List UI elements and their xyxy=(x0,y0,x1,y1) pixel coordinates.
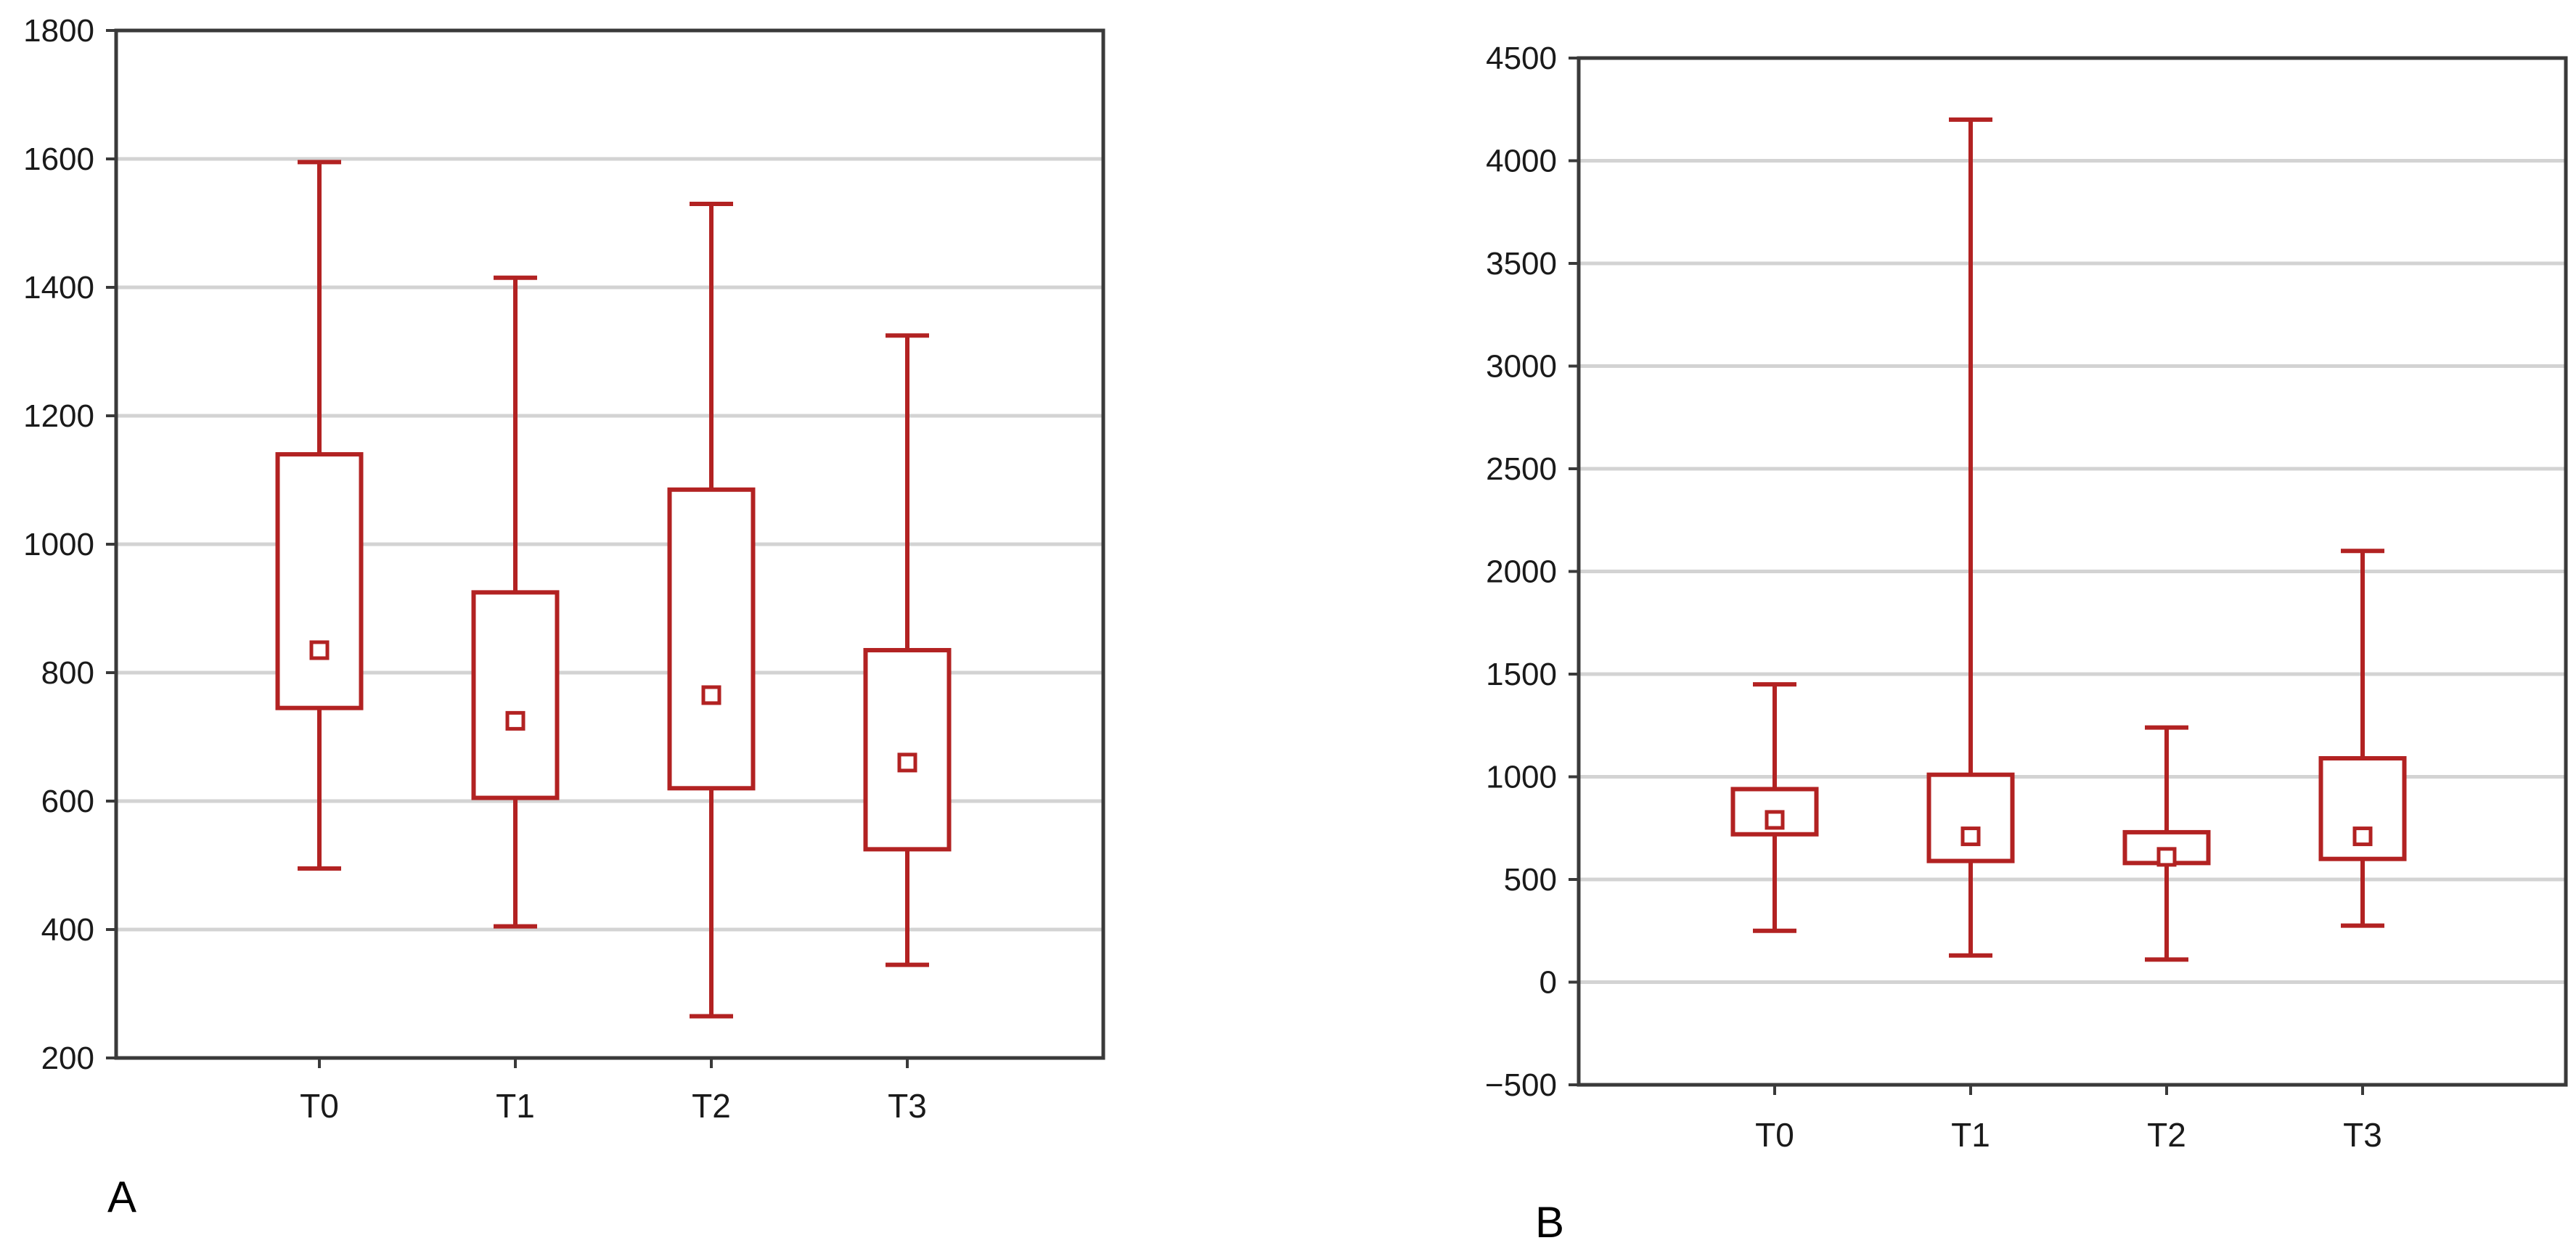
box-t0 xyxy=(275,160,364,871)
chart-panel-a: 200 400 600 800 1000 1200 1400 1600 1800 T0 T1 T2 T3… xyxy=(23,13,1105,1221)
center-marker xyxy=(897,752,917,773)
y-tick-label: −500 xyxy=(1485,1067,1557,1103)
y-tick-label: 3000 xyxy=(1486,349,1557,385)
x-category-label: T1 xyxy=(496,1087,535,1125)
y-tick-label: 4000 xyxy=(1486,144,1557,179)
x-category-label: T0 xyxy=(300,1087,339,1125)
x-category-label: T2 xyxy=(2147,1116,2186,1154)
x-category-label: T1 xyxy=(1951,1116,1990,1154)
y-tick-label: 500 xyxy=(1504,862,1557,898)
plot-frame xyxy=(114,28,1105,1060)
y-tick-label: 1000 xyxy=(23,527,94,562)
y-tick-label: 1200 xyxy=(23,398,94,434)
y-tick-label: 4500 xyxy=(1486,41,1557,76)
y-tick-label: 1500 xyxy=(1486,657,1557,692)
y-tick-label: 1000 xyxy=(1486,760,1557,795)
center-marker xyxy=(309,640,330,660)
plot-frame xyxy=(1577,56,2568,1087)
center-marker xyxy=(505,710,526,731)
box-t1 xyxy=(1926,117,2015,958)
y-tick-label: 600 xyxy=(41,784,94,819)
x-category-label: T0 xyxy=(1755,1116,1794,1154)
chart-panel-b: −500 0 500 1000 1500 2000 2500 3000 3500 4000 4500… xyxy=(1485,41,2568,1243)
y-tick-label: 400 xyxy=(41,912,94,948)
y-tick-label: 1400 xyxy=(23,270,94,305)
y-tick-label: 1800 xyxy=(23,13,94,49)
center-marker xyxy=(2156,847,2177,867)
panel-label: B xyxy=(1535,1198,1564,1243)
y-tick-label: 200 xyxy=(41,1041,94,1076)
x-category-label: T3 xyxy=(888,1087,927,1125)
y-tick-label: 2000 xyxy=(1486,554,1557,590)
box-body xyxy=(471,590,560,800)
box-t0 xyxy=(1730,682,1819,933)
box-t2 xyxy=(2122,725,2211,962)
y-tick-label: 800 xyxy=(41,655,94,691)
center-marker xyxy=(1765,810,1785,830)
box-t3 xyxy=(2318,549,2407,928)
box-body xyxy=(863,648,952,852)
box-t2 xyxy=(667,201,756,1019)
panel-label: A xyxy=(107,1173,136,1221)
y-tick-label: 2500 xyxy=(1486,451,1557,487)
box-body xyxy=(275,452,364,710)
y-tick-label: 3500 xyxy=(1486,246,1557,282)
box-body xyxy=(1730,787,1819,837)
center-marker xyxy=(2352,826,2373,847)
x-category-label: T2 xyxy=(692,1087,731,1125)
x-category-label: T3 xyxy=(2343,1116,2382,1154)
center-marker xyxy=(1960,826,1981,847)
y-tick-label: 1600 xyxy=(23,141,94,177)
box-body xyxy=(667,487,756,791)
y-tick-label: 0 xyxy=(1540,965,1557,1001)
center-marker xyxy=(701,685,721,705)
box-body xyxy=(1926,772,2015,863)
box-t3 xyxy=(863,333,952,967)
box-t1 xyxy=(471,275,560,929)
